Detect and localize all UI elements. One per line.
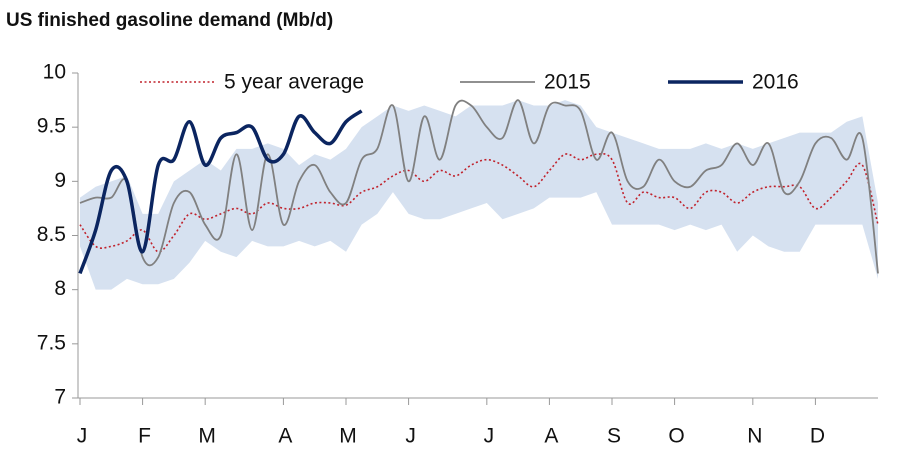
y-tick-label: 8 xyxy=(54,277,66,300)
legend-label: 2016 xyxy=(752,71,799,94)
range-band xyxy=(80,100,878,290)
series-line xyxy=(78,109,363,275)
x-tick-label: M xyxy=(339,425,357,448)
x-tick-label: O xyxy=(668,425,684,448)
y-tick-label: 9 xyxy=(54,169,66,192)
x-tick-label: J xyxy=(405,425,416,448)
series-line xyxy=(79,99,879,274)
legend-label: 5 year average xyxy=(224,71,364,94)
x-tick-label: A xyxy=(278,425,292,448)
x-tick-label: D xyxy=(810,425,825,448)
x-tick-label: A xyxy=(544,425,558,448)
y-tick-label: 7 xyxy=(54,386,66,409)
x-tick-label: N xyxy=(747,425,762,448)
chart-title: US finished gasoline demand (Mb/d) xyxy=(6,10,333,31)
series-line xyxy=(79,153,879,253)
x-tick-label: S xyxy=(607,425,621,448)
y-tick-label: 7.5 xyxy=(37,331,66,354)
x-tick-label: J xyxy=(484,425,495,448)
x-tick-label: F xyxy=(138,425,151,448)
y-tick-label: 10 xyxy=(43,61,66,84)
y-tick-label: 9.5 xyxy=(37,115,66,138)
y-tick-label: 8.5 xyxy=(37,223,66,246)
x-tick-label: M xyxy=(198,425,216,448)
legend-label: 2015 xyxy=(544,71,591,94)
x-tick-label: J xyxy=(77,425,88,448)
